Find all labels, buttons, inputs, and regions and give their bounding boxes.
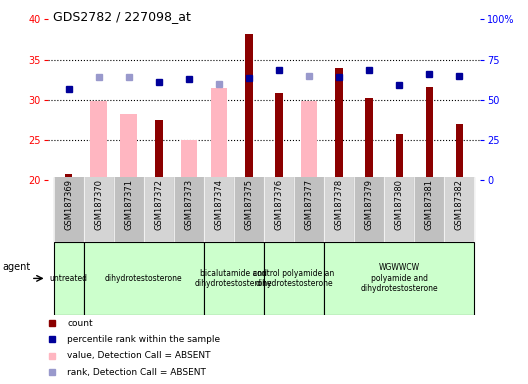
Text: bicalutamide and
dihydrotestosterone: bicalutamide and dihydrotestosterone: [195, 269, 273, 288]
Bar: [354, 177, 384, 242]
Text: GSM187371: GSM187371: [124, 179, 133, 230]
Bar: [264, 242, 324, 315]
Text: dihydrotestosterone: dihydrotestosterone: [105, 274, 183, 283]
Bar: [204, 242, 264, 315]
Text: GSM187377: GSM187377: [305, 179, 314, 230]
Bar: [234, 177, 264, 242]
Bar: [144, 177, 174, 242]
Text: GSM187376: GSM187376: [275, 179, 284, 230]
Text: GSM187375: GSM187375: [244, 179, 253, 230]
Bar: [445, 177, 475, 242]
Bar: [53, 177, 83, 242]
Text: GSM187378: GSM187378: [335, 179, 344, 230]
Bar: [324, 177, 354, 242]
Bar: [264, 177, 294, 242]
Text: GSM187381: GSM187381: [425, 179, 434, 230]
Text: WGWWCW
polyamide and
dihydrotestosterone: WGWWCW polyamide and dihydrotestosterone: [361, 263, 438, 293]
Bar: [174, 177, 204, 242]
Text: GSM187380: GSM187380: [395, 179, 404, 230]
Bar: [275, 93, 283, 180]
Text: GSM187369: GSM187369: [64, 179, 73, 230]
Bar: [365, 98, 373, 180]
Bar: [335, 68, 343, 180]
Bar: [83, 177, 114, 242]
Text: untreated: untreated: [50, 274, 88, 283]
Bar: [65, 174, 72, 180]
Bar: [301, 101, 317, 180]
Text: value, Detection Call = ABSENT: value, Detection Call = ABSENT: [67, 351, 211, 360]
Bar: [120, 114, 137, 180]
Text: GSM187373: GSM187373: [184, 179, 193, 230]
Bar: [53, 242, 83, 315]
Text: GSM187374: GSM187374: [214, 179, 223, 230]
Bar: [181, 140, 197, 180]
Bar: [204, 177, 234, 242]
Bar: [426, 87, 433, 180]
Bar: [114, 177, 144, 242]
Text: control polyamide an
dihydrotestosterone: control polyamide an dihydrotestosterone: [253, 269, 335, 288]
Text: count: count: [67, 319, 92, 328]
Bar: [456, 124, 463, 180]
Text: agent: agent: [2, 262, 31, 273]
Bar: [155, 120, 163, 180]
Bar: [294, 177, 324, 242]
Bar: [83, 242, 204, 315]
Text: GDS2782 / 227098_at: GDS2782 / 227098_at: [53, 10, 191, 23]
Bar: [324, 242, 475, 315]
Text: percentile rank within the sample: percentile rank within the sample: [67, 335, 220, 344]
Bar: [90, 101, 107, 180]
Text: GSM187372: GSM187372: [154, 179, 163, 230]
Bar: [414, 177, 445, 242]
Text: GSM187382: GSM187382: [455, 179, 464, 230]
Text: rank, Detection Call = ABSENT: rank, Detection Call = ABSENT: [67, 367, 206, 376]
Bar: [384, 177, 414, 242]
Bar: [395, 134, 403, 180]
Bar: [245, 34, 253, 180]
Text: GSM187379: GSM187379: [365, 179, 374, 230]
Bar: [211, 88, 227, 180]
Text: GSM187370: GSM187370: [94, 179, 103, 230]
